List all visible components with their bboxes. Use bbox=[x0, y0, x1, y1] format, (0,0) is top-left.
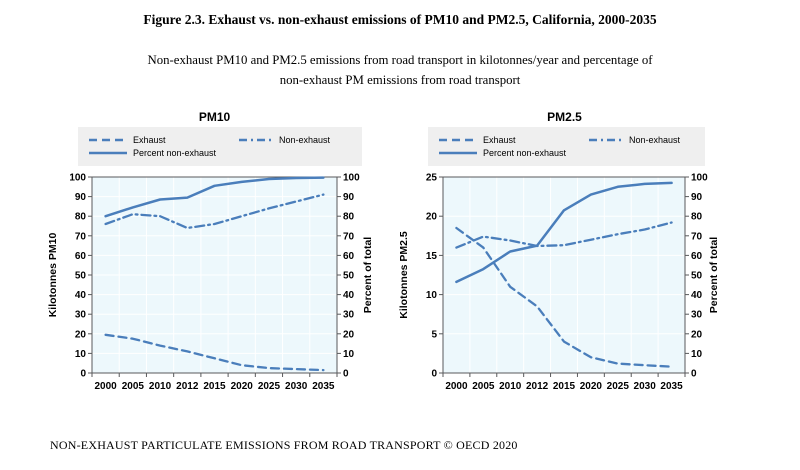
svg-text:2025: 2025 bbox=[607, 381, 630, 392]
svg-text:10: 10 bbox=[343, 349, 355, 360]
svg-text:20: 20 bbox=[343, 329, 355, 340]
svg-text:2015: 2015 bbox=[553, 381, 576, 392]
svg-text:70: 70 bbox=[343, 231, 355, 242]
svg-text:80: 80 bbox=[343, 212, 355, 223]
svg-text:10: 10 bbox=[691, 349, 703, 360]
pm10-plot-area: 0102030405060708090100010203040506070809… bbox=[47, 173, 374, 393]
solid-line-icon bbox=[89, 151, 127, 155]
svg-text:2005: 2005 bbox=[472, 381, 495, 392]
legend-label-non-exhaust: Non-exhaust bbox=[279, 135, 331, 145]
dashdot-line-icon bbox=[589, 138, 623, 142]
svg-text:2000: 2000 bbox=[94, 381, 117, 392]
svg-text:50: 50 bbox=[343, 271, 355, 282]
legend-item-exhaust: Exhaust bbox=[438, 135, 588, 145]
svg-text:90: 90 bbox=[75, 192, 87, 203]
legend-item-non-exhaust: Non-exhaust bbox=[238, 135, 362, 145]
legend-label-non-exhaust: Non-exhaust bbox=[629, 135, 681, 145]
svg-text:2012: 2012 bbox=[526, 381, 549, 392]
svg-text:0: 0 bbox=[80, 369, 86, 380]
svg-text:2025: 2025 bbox=[258, 381, 281, 392]
svg-text:2030: 2030 bbox=[285, 381, 308, 392]
svg-text:0: 0 bbox=[431, 369, 437, 380]
svg-text:40: 40 bbox=[75, 290, 87, 301]
pm25-legend: Exhaust Non-exhaust Percent non-exhaust bbox=[428, 127, 705, 166]
svg-text:2012: 2012 bbox=[176, 381, 199, 392]
legend-label-percent: Percent non-exhaust bbox=[133, 148, 217, 158]
figure-subtitle: Non-exhaust PM10 and PM2.5 emissions fro… bbox=[80, 50, 720, 90]
svg-text:15: 15 bbox=[426, 251, 438, 262]
svg-text:20: 20 bbox=[691, 329, 703, 340]
svg-text:0: 0 bbox=[343, 369, 349, 380]
solid-line-icon bbox=[439, 151, 477, 155]
svg-text:2010: 2010 bbox=[149, 381, 172, 392]
svg-text:100: 100 bbox=[691, 173, 708, 184]
svg-text:70: 70 bbox=[691, 231, 703, 242]
svg-text:80: 80 bbox=[691, 212, 703, 223]
figure-subtitle-line2: non-exhaust PM emissions from road trans… bbox=[279, 73, 521, 87]
svg-text:50: 50 bbox=[691, 271, 703, 282]
pm10-chart: PM10 Exhaust Non-exhaust Percent non-exh… bbox=[40, 108, 408, 400]
dashed-line-icon bbox=[89, 138, 127, 142]
pm10-chart-title: PM10 bbox=[198, 110, 231, 124]
svg-text:100: 100 bbox=[343, 173, 360, 184]
svg-text:2020: 2020 bbox=[580, 381, 603, 392]
svg-text:0: 0 bbox=[691, 369, 697, 380]
svg-text:60: 60 bbox=[343, 251, 355, 262]
figure-subtitle-line1: Non-exhaust PM10 and PM2.5 emissions fro… bbox=[147, 53, 653, 67]
svg-text:2015: 2015 bbox=[203, 381, 226, 392]
svg-text:Kilotonnes PM10: Kilotonnes PM10 bbox=[47, 233, 59, 318]
legend-item-non-exhaust: Non-exhaust bbox=[588, 135, 705, 145]
svg-text:80: 80 bbox=[75, 212, 87, 223]
legend-item-percent: Percent non-exhaust bbox=[438, 148, 705, 158]
svg-text:2030: 2030 bbox=[634, 381, 657, 392]
svg-text:90: 90 bbox=[691, 192, 703, 203]
svg-text:40: 40 bbox=[691, 290, 703, 301]
svg-text:50: 50 bbox=[75, 271, 87, 282]
pm25-chart-title: PM2.5 bbox=[547, 110, 582, 124]
svg-text:25: 25 bbox=[426, 173, 438, 184]
legend-label-exhaust: Exhaust bbox=[483, 135, 516, 145]
svg-text:30: 30 bbox=[343, 310, 355, 321]
legend-item-exhaust: Exhaust bbox=[88, 135, 238, 145]
svg-text:2000: 2000 bbox=[445, 381, 468, 392]
svg-text:2010: 2010 bbox=[499, 381, 522, 392]
legend-label-exhaust: Exhaust bbox=[133, 135, 166, 145]
svg-text:5: 5 bbox=[431, 329, 437, 340]
svg-text:10: 10 bbox=[75, 349, 87, 360]
svg-text:10: 10 bbox=[426, 290, 438, 301]
svg-text:Kilotonnes PM2.5: Kilotonnes PM2.5 bbox=[398, 231, 410, 319]
svg-text:90: 90 bbox=[343, 192, 355, 203]
pm10-legend: Exhaust Non-exhaust Percent non-exhaust bbox=[78, 127, 362, 166]
pm25-chart: PM2.5 Exhaust Non-exhaust Percent non-ex… bbox=[390, 108, 775, 400]
svg-text:70: 70 bbox=[75, 231, 87, 242]
legend-label-percent: Percent non-exhaust bbox=[483, 148, 567, 158]
figure-title: Figure 2.3. Exhaust vs. non-exhaust emis… bbox=[143, 12, 657, 27]
svg-text:20: 20 bbox=[75, 329, 87, 340]
svg-text:100: 100 bbox=[69, 173, 86, 184]
svg-text:2035: 2035 bbox=[312, 381, 335, 392]
svg-text:2005: 2005 bbox=[122, 381, 145, 392]
svg-text:2020: 2020 bbox=[231, 381, 254, 392]
svg-text:60: 60 bbox=[691, 251, 703, 262]
svg-text:60: 60 bbox=[75, 251, 87, 262]
svg-text:40: 40 bbox=[343, 290, 355, 301]
dashdot-line-icon bbox=[239, 138, 273, 142]
figure-footer: NON-EXHAUST PARTICULATE EMISSIONS FROM R… bbox=[50, 438, 518, 452]
svg-text:2035: 2035 bbox=[660, 381, 683, 392]
svg-text:30: 30 bbox=[691, 310, 703, 321]
svg-text:Percent of total: Percent of total bbox=[362, 237, 374, 314]
svg-text:20: 20 bbox=[426, 212, 438, 223]
svg-text:30: 30 bbox=[75, 310, 87, 321]
dashed-line-icon bbox=[439, 138, 477, 142]
legend-item-percent: Percent non-exhaust bbox=[88, 148, 362, 158]
svg-text:Percent of total: Percent of total bbox=[708, 237, 720, 314]
